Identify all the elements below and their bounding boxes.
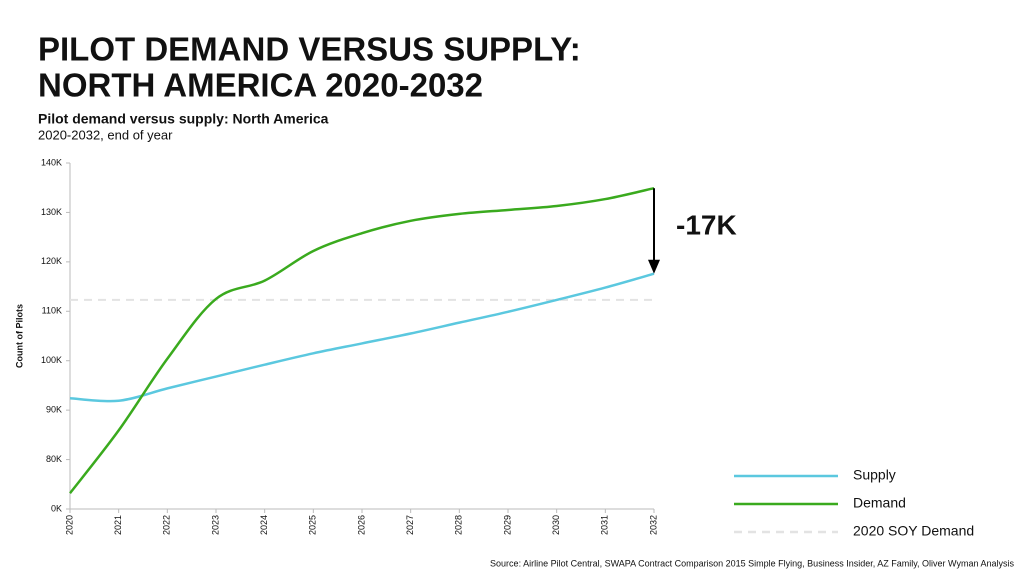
source: Source: Airline Pilot Central, SWAPA Con…	[490, 558, 1014, 568]
subtitle: Pilot demand versus supply: North Americ…	[38, 111, 329, 127]
y-tick-label: 120K	[41, 256, 62, 266]
x-tick-label: 2028	[454, 515, 464, 535]
legend-label: Demand	[853, 495, 906, 511]
x-tick-label: 2032	[648, 515, 658, 535]
y-tick-label: 130K	[41, 207, 62, 217]
y-tick-label: 80K	[46, 454, 62, 464]
gap-arrow-head	[648, 259, 660, 274]
chart-title: NORTH AMERICA 2020-2032	[38, 67, 483, 104]
legend-label: 2020 SOY Demand	[853, 523, 974, 539]
x-tick-label: 2022	[162, 515, 172, 535]
y-tick-label: 100K	[41, 355, 62, 365]
series-line	[69, 272, 655, 403]
y-tick-label: 110K	[42, 306, 62, 316]
y-tick-label: 90K	[46, 405, 62, 415]
chart-title: PILOT DEMAND VERSUS SUPPLY:	[38, 31, 581, 68]
x-tick-label: 2029	[502, 515, 512, 535]
x-tick-label: 2030	[551, 515, 561, 535]
y-axis-label: Count of Pilots	[14, 304, 24, 368]
legend-label: Supply	[853, 467, 896, 483]
x-tick-label: 2020	[64, 515, 74, 535]
y-tick-label: 0K	[51, 503, 62, 513]
y-tick-label: 140K	[41, 157, 62, 167]
x-tick-label: 2027	[405, 515, 415, 535]
x-tick-label: 2026	[356, 515, 366, 535]
x-tick-label: 2031	[600, 515, 610, 535]
x-tick-label: 2025	[308, 515, 318, 535]
x-tick-label: 2021	[113, 515, 123, 535]
x-tick-label: 2024	[259, 515, 269, 535]
subtitle: 2020-2032, end of year	[38, 127, 173, 142]
annotation: -17K	[676, 209, 737, 240]
x-tick-label: 2023	[210, 515, 220, 535]
series-line	[69, 186, 655, 494]
